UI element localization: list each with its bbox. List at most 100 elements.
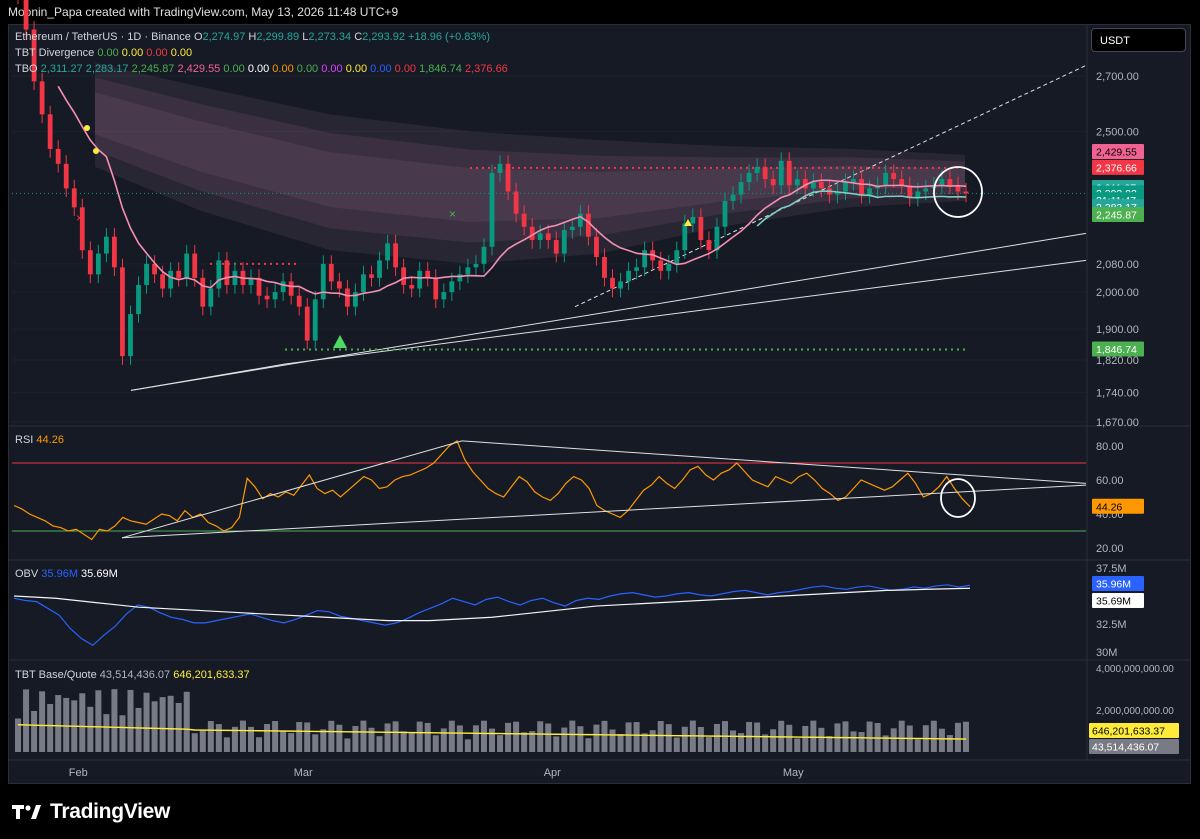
candle-body (425, 270, 431, 278)
volume-bar (199, 730, 206, 752)
volume-bar (713, 723, 720, 752)
candle-body (336, 281, 342, 289)
candle-body (778, 160, 784, 186)
axis-badges: 2,429.552,376.662,311.272,293.9221:11:47… (1089, 144, 1179, 754)
volume-bar (505, 722, 512, 752)
price-badge-bg (1092, 159, 1144, 175)
obv-badge-bg (1092, 576, 1144, 591)
volume-bar (304, 722, 311, 752)
volume-badge: 646,201,633.37 (1092, 726, 1165, 738)
volume-bar (914, 739, 921, 752)
indicator-name: TBO (15, 63, 41, 75)
divergence-dot (93, 148, 99, 154)
volume-bar (400, 731, 407, 752)
candle-body (802, 179, 808, 189)
candle-body (441, 292, 447, 300)
price-tick-label: 1,820.00 (1096, 355, 1139, 367)
candle-body (304, 306, 310, 341)
volume-bar (376, 736, 383, 752)
candle-body (280, 281, 286, 293)
indicator-name: OBV (15, 568, 41, 580)
volume-bar (673, 737, 680, 752)
chart-frame[interactable] (8, 24, 1191, 784)
candle-body (328, 263, 334, 282)
candle-body (955, 185, 961, 192)
rsi-highlight-circle (940, 478, 976, 518)
candle-body (923, 188, 929, 192)
trend-line (130, 232, 1087, 391)
volume-bar (850, 731, 857, 752)
trend-line (284, 259, 1087, 365)
tradingview-logo[interactable]: TradingView (12, 800, 170, 824)
indicator-value: 0.00 (321, 63, 345, 75)
volume-average-line (17, 724, 966, 740)
volume-bar (585, 738, 592, 752)
candle-body (513, 191, 519, 214)
candle-body (353, 292, 358, 307)
volume-bar (159, 697, 166, 752)
currency-selector[interactable]: USDT (1091, 28, 1186, 52)
volume-bar (247, 726, 254, 752)
candle-body (95, 253, 101, 275)
candle-body (746, 172, 752, 183)
rsi-trend-line (121, 484, 1087, 539)
volume-bar (521, 732, 528, 752)
candle-body (369, 274, 374, 278)
candles (17, 0, 969, 365)
rsi-trend-line (121, 440, 463, 539)
candle-body (248, 277, 254, 285)
candle-body (473, 263, 479, 268)
candle-body (738, 182, 744, 195)
volume-bar (344, 738, 351, 752)
candle-body (754, 166, 760, 173)
volume-bar (264, 724, 271, 752)
bottom-bar (0, 784, 1200, 839)
volume-bar (95, 690, 102, 752)
indicator-value: 35.96M (41, 568, 81, 580)
price-tick-label: 1,900.00 (1096, 324, 1139, 336)
volume-bar (352, 726, 359, 752)
candle-body (176, 270, 182, 278)
rsi-badge-bg (1092, 498, 1144, 514)
volume-bar (794, 738, 801, 752)
volume-bar (954, 722, 961, 752)
candle-body (594, 236, 599, 257)
price-badge: 1,846.74 (1096, 344, 1137, 356)
candle-body (883, 172, 889, 186)
candle-body (545, 233, 551, 241)
price-tick-label: 1,670.00 (1096, 417, 1139, 429)
volume-bar (938, 728, 945, 752)
volume-bar (384, 723, 391, 752)
candle-body (296, 295, 302, 307)
candle-body (843, 182, 848, 192)
volume-tick-label: 2,000,000,000.00 (1096, 706, 1174, 717)
volume-bar (288, 733, 295, 752)
candle-body (561, 230, 567, 254)
price-tick-label: 2,000.00 (1096, 287, 1139, 299)
rsi-trend-line (461, 440, 1087, 484)
obv-tick-label: 32.5M (1096, 619, 1127, 631)
volume-bar (866, 721, 873, 752)
grid-lines (8, 24, 1191, 761)
volume-bar (79, 693, 86, 752)
volume-bar (312, 734, 319, 752)
time-axis-label: Mar (294, 767, 313, 779)
candle-body (642, 250, 648, 268)
rsi-legend: RSI 44.26 (15, 434, 64, 446)
volume-bar (593, 724, 600, 752)
volume-bar (858, 732, 865, 752)
candle-body (433, 277, 439, 300)
volume-bar (577, 726, 584, 752)
indicator-value: 0.00 (171, 47, 192, 59)
volume-bar (497, 735, 504, 752)
candle-body (963, 191, 969, 194)
candle-body (786, 160, 792, 186)
tbo-cloud-layer (95, 62, 965, 264)
candle-body (465, 267, 471, 275)
candle-body (810, 182, 816, 189)
volume-bar (47, 703, 54, 752)
indicator-value: 2,376.66 (465, 63, 508, 75)
volume-bar (63, 697, 70, 752)
candle-body (385, 243, 390, 261)
